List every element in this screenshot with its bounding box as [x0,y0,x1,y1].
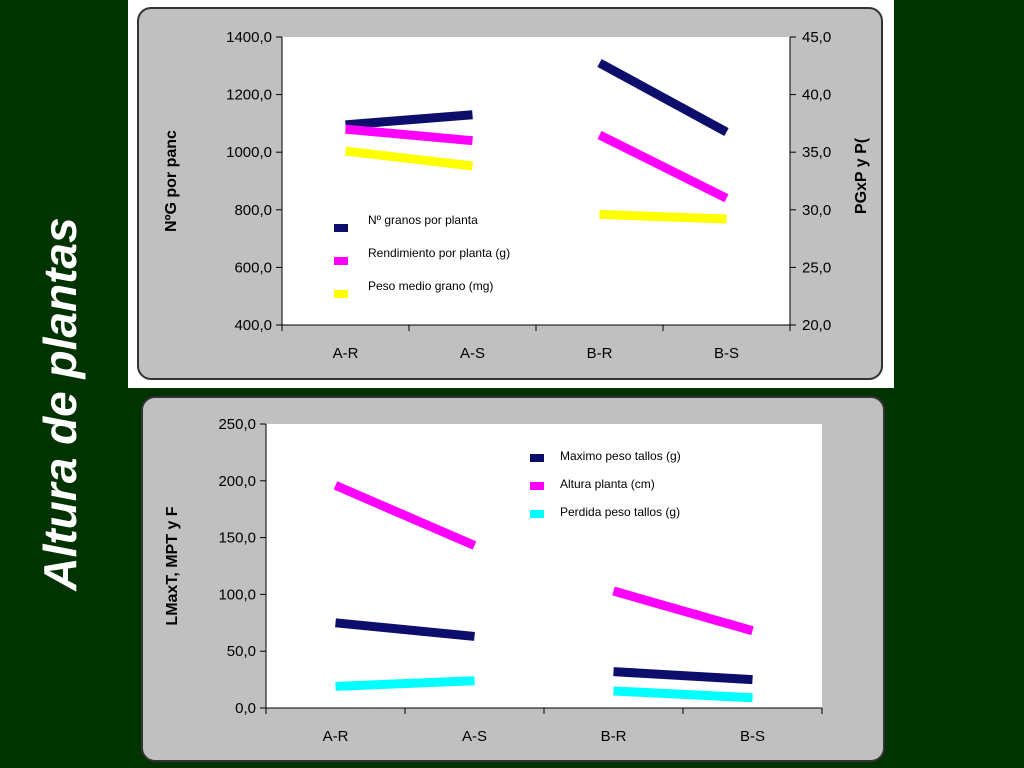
y-axis-title: LMaxT, MPT y F [164,506,181,625]
n-granos-por-planta-line-a-r-a-s [345,110,473,130]
perdida-peso-tallos-g-line-a-r-a-s [335,676,475,691]
y-tick-label: 1000,0 [226,144,272,161]
legend-label-maximo-peso-tallos-g: Maximo peso tallos (g) [560,449,681,463]
y2-axis-title: PGxP y P( [853,137,870,214]
plot-area [266,424,822,708]
x-tick-label: A-S [462,728,487,745]
y-axis-title: NºG por panc [163,130,180,232]
n-granos-por-planta-line-b-r-b-s [597,58,729,136]
x-tick-label: B-S [714,345,739,362]
rendimiento-por-planta-g-line-b-r-b-s [597,130,729,203]
y-tick-label: 800,0 [234,202,272,219]
legend-label-altura-planta-cm: Altura planta (cm) [560,477,655,491]
y-tick-label: 400,0 [234,317,272,334]
y2-tick-label: 35,0 [802,144,831,161]
plot-area [282,37,790,325]
y-tick-label: 200,0 [218,473,256,490]
y-tick-label: 0,0 [235,700,256,717]
x-tick-label: A-R [333,345,359,362]
peso-medio-grano-mg-line-a-r-a-s [344,146,474,171]
perdida-peso-tallos-g-line-b-r-b-s [613,686,753,703]
y2-tick-label: 25,0 [802,259,831,276]
x-tick-label: A-R [323,728,349,745]
y-tick-label: 150,0 [218,530,256,547]
y-tick-label: 600,0 [234,259,272,276]
x-tick-label: B-S [740,728,765,745]
maximo-peso-tallos-g-line-b-r-b-s [613,667,753,685]
rendimiento-por-planta-g-line-a-r-a-s [345,124,473,146]
x-tick-label: B-R [601,728,627,745]
plant-height-chart: 250,0 200,0 150,0 100,0 50,0 0,0 A-R A-S B-R B-S L… [164,416,823,745]
y2-tick-label: 20,0 [802,317,831,334]
x-tick-label: A-S [460,345,485,362]
y-tick-label: 1400,0 [226,29,272,46]
y2-tick-label: 40,0 [802,87,831,104]
legend-label-n-granos-por-planta: Nº granos por planta [368,213,478,227]
altura-planta-cm-line-a-r-a-s [333,481,477,550]
legend-label-peso-medio-grano-mg: Peso medio grano (mg) [368,279,493,293]
y-tick-label: 100,0 [218,586,256,603]
yield-chart: 1400,0 1200,0 1000,0 800,0 600,0 400,0 45,0 40,… [163,29,870,362]
y-tick-label: 250,0 [218,416,256,433]
altura-planta-cm-line-b-r-b-s [612,586,754,636]
y-tick-label: 50,0 [227,643,256,660]
y2-tick-label: 45,0 [802,29,831,46]
legend-label-rendimiento-por-planta-g: Rendimiento por planta (g) [368,246,510,260]
y-tick-label: 1200,0 [226,87,272,104]
legend-label-perdida-peso-tallos-g: Perdida peso tallos (g) [560,505,680,519]
maximo-peso-tallos-g-line-a-r-a-s [335,618,475,641]
x-tick-label: B-R [587,345,613,362]
y2-tick-label: 30,0 [802,202,831,219]
peso-medio-grano-mg-line-b-r-b-s [599,209,727,224]
